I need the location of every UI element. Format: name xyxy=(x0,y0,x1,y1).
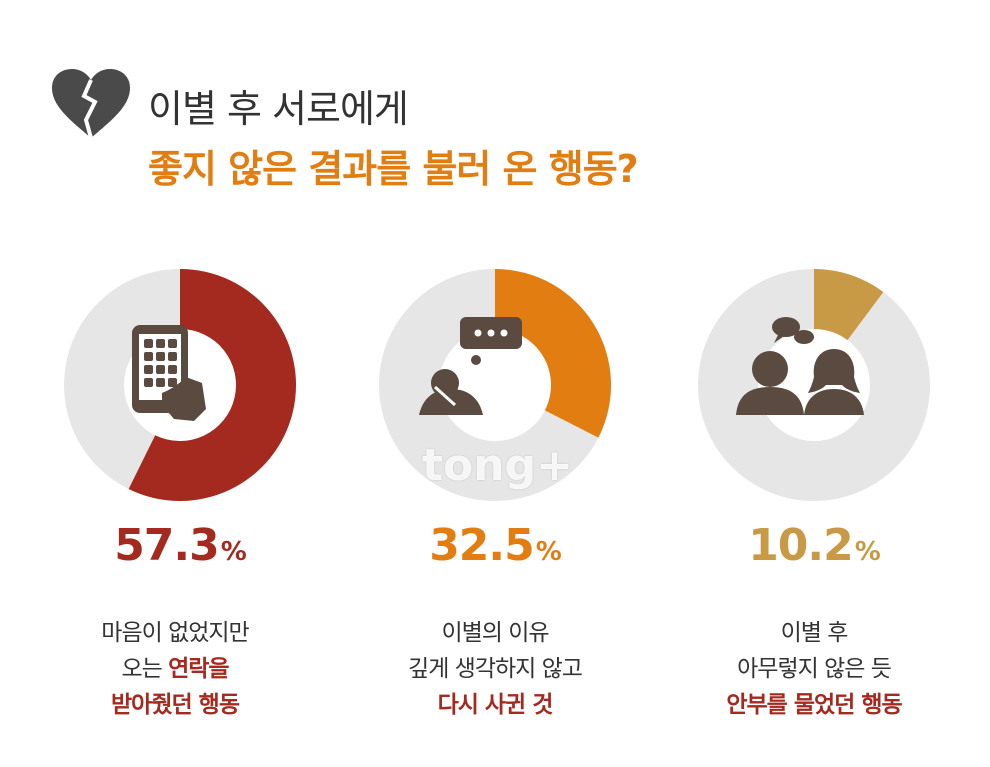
percent-sign: % xyxy=(854,537,881,567)
donut-chart-2 xyxy=(375,265,615,505)
percent-number: 10.2 xyxy=(748,520,854,571)
slice-3 xyxy=(814,269,884,341)
couple-chat-icon xyxy=(736,317,864,415)
caption-2-line-3: 다시 사귄 것 xyxy=(437,692,554,718)
percent-number: 32.5 xyxy=(429,520,535,571)
slice-1 xyxy=(128,269,296,501)
caption-3-line-3: 안부를 물었던 행동 xyxy=(726,692,902,718)
slice-2 xyxy=(495,269,611,438)
header: 이별 후 서로에게 좋지 않은 결과를 불러 온 행동? xyxy=(50,68,950,198)
smartphone-icon xyxy=(132,325,206,421)
donut-chart-1 xyxy=(60,265,300,505)
caption-3-line-2: 아무렇지 않은 듯 xyxy=(737,656,892,682)
percent-value-2: 32.5% xyxy=(429,520,562,571)
caption-1-line-1: 마음이 없었지만 xyxy=(101,620,249,646)
donut-svg-1 xyxy=(64,269,296,501)
caption-1-line-2a: 오는 xyxy=(121,656,169,682)
donut-svg-3 xyxy=(698,269,930,501)
percent-label-3: 10.2% xyxy=(664,520,964,571)
caption-1-line-3: 받아줬던 행동 xyxy=(111,692,240,718)
caption-2: 이별의 이유 깊게 생각하지 않고 다시 사귄 것 xyxy=(335,615,655,723)
percent-label-1: 57.3% xyxy=(30,520,330,571)
percent-value-3: 10.2% xyxy=(748,520,881,571)
caption-2-line-2: 깊게 생각하지 않고 xyxy=(408,656,583,682)
donut-charts xyxy=(0,265,990,515)
caption-1-highlight: 연락을 xyxy=(168,656,229,682)
donut-svg-2 xyxy=(379,269,611,501)
title-line-1: 이별 후 서로에게 xyxy=(148,87,409,131)
percent-label-2: 32.5% xyxy=(345,520,645,571)
caption-1: 마음이 없었지만 오는 연락을 받아줬던 행동 xyxy=(15,615,335,723)
thinking-person-icon xyxy=(419,317,522,415)
broken-heart-icon xyxy=(52,69,130,139)
percent-value-1: 57.3% xyxy=(114,520,247,571)
caption-3: 이별 후 아무렇지 않은 듯 안부를 물었던 행동 xyxy=(654,615,974,723)
percent-sign: % xyxy=(535,537,562,567)
watermark-text: tong+ xyxy=(422,440,573,491)
donut-chart-3 xyxy=(694,265,934,505)
percent-number: 57.3 xyxy=(114,520,220,571)
caption-1-line-2: 오는 연락을 xyxy=(15,651,335,687)
caption-3-line-1: 이별 후 xyxy=(780,620,849,646)
caption-2-line-1: 이별의 이유 xyxy=(441,620,549,646)
title-line-2: 좋지 않은 결과를 불러 온 행동? xyxy=(148,147,639,191)
percent-sign: % xyxy=(220,537,247,567)
